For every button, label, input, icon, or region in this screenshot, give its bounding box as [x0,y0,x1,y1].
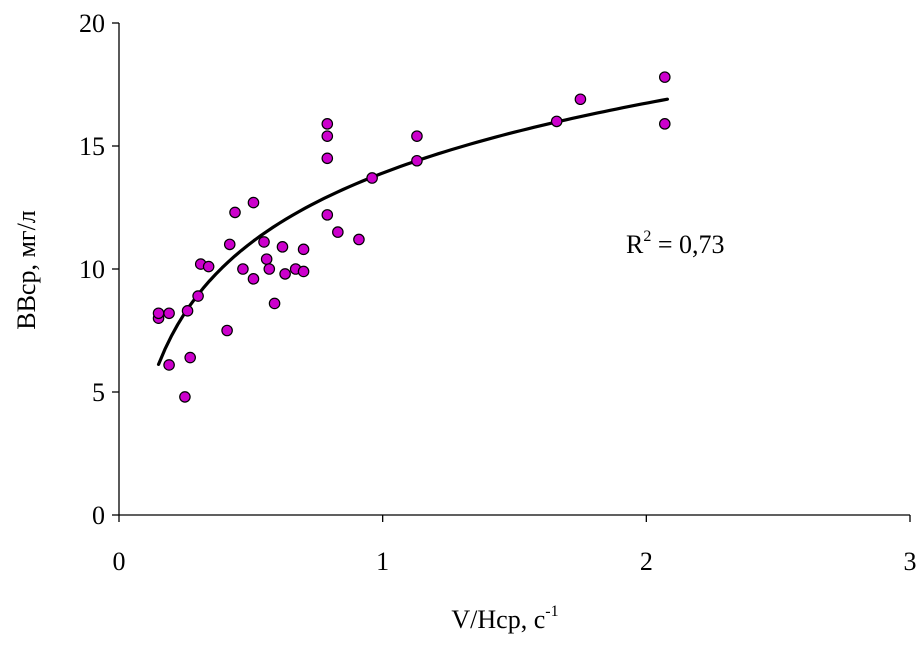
data-point [184,351,196,364]
data-point [574,93,587,106]
data-points [152,71,671,403]
data-point [260,253,273,265]
data-point [550,115,563,128]
data-point [258,236,270,248]
y-tick-label: 5 [92,378,105,407]
data-point [229,206,241,219]
data-point [268,297,281,310]
data-point [263,263,276,275]
data-point [279,268,291,280]
data-point [321,152,334,165]
data-point [411,130,423,142]
data-point [353,233,365,246]
data-point [247,196,260,209]
y-tick-label: 0 [92,501,105,530]
data-point [658,71,671,83]
data-point [321,209,334,221]
data-point [163,359,175,371]
y-axis: 0 5 10 15 20 [79,9,120,530]
x-axis-label-superscript: -1 [545,603,558,620]
data-point [297,265,310,278]
data-point [152,307,165,320]
data-point [192,290,204,302]
data-point [221,324,233,337]
data-point [297,243,310,256]
data-point [276,241,289,253]
r-squared-annotation: R2 = 0,73 [626,228,725,259]
r-squared-value: = 0,73 [651,230,724,259]
x-axis-label: V/Hср, с-1 [451,603,558,634]
y-tick-label: 20 [79,9,105,38]
x-axis-label-main: V/Hср, с [451,605,545,634]
x-axis: 0 1 2 3 [113,514,917,576]
x-tick-label: 0 [113,547,126,576]
data-point [411,154,423,167]
y-axis-label: ВВср, мг/л [12,210,41,330]
r-squared-main: R [626,230,644,259]
data-point [366,172,378,184]
data-point [247,273,260,285]
data-point [321,118,334,130]
data-point [179,391,191,403]
data-point [163,307,175,320]
data-point [658,118,671,130]
data-point [332,226,344,238]
data-point [223,238,236,251]
y-tick-label: 15 [79,132,105,161]
data-point [181,305,194,317]
data-point [321,130,334,142]
x-tick-label: 1 [376,547,389,576]
y-tick-label: 10 [79,255,105,284]
r-squared-superscript: 2 [643,228,651,245]
data-point [237,263,249,275]
x-tick-label: 2 [640,547,653,576]
data-point [202,260,215,273]
x-tick-label: 3 [904,547,917,576]
